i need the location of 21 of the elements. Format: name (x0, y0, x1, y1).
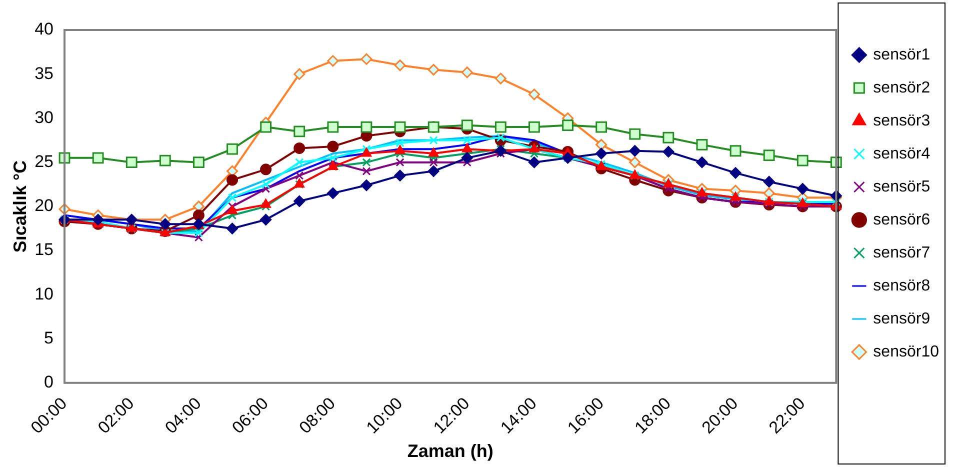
y-tick-label: 25 (34, 152, 54, 172)
y-tick-label: 30 (34, 108, 54, 127)
y-tick-label: 0 (44, 372, 54, 392)
legend-label: sensör9 (873, 310, 930, 328)
y-tick-label: 35 (34, 64, 54, 83)
y-tick-label: 20 (34, 196, 54, 216)
legend-label: sensör1 (873, 46, 930, 64)
legend-label: sensör5 (873, 178, 930, 196)
y-axis-title: Sıcaklık °C (10, 160, 30, 253)
y-tick-label: 15 (34, 240, 54, 260)
y-tick-label: 5 (44, 328, 54, 348)
legend-label: sensör4 (873, 145, 930, 162)
y-tick-label: 40 (34, 20, 54, 39)
legend-label: sensör8 (873, 277, 930, 294)
legend-label: sensör10 (873, 343, 940, 360)
legend-label: sensör2 (873, 79, 930, 96)
legend-label: sensör6 (873, 211, 930, 228)
legend-label: sensör7 (873, 244, 930, 262)
y-tick-label: 10 (34, 284, 54, 304)
x-axis-title: Zaman (h) (407, 441, 494, 462)
legend-label: sensör3 (873, 112, 930, 130)
